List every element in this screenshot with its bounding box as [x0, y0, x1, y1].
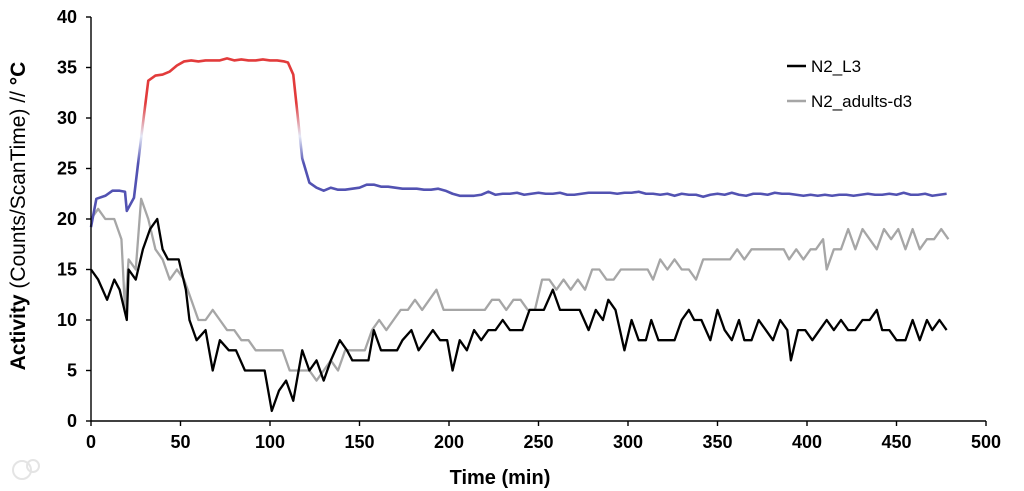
legend: N2_L3 N2_adults-d3	[787, 57, 912, 111]
x-tick-label: 250	[523, 432, 553, 452]
series-line-n2-adults-d3	[90, 197, 950, 382]
y-tick-label: 35	[57, 58, 77, 78]
x-tick-label: 200	[434, 432, 464, 452]
x-tick-label: 350	[702, 432, 732, 452]
x-tick-label: 50	[170, 432, 190, 452]
y-ticks: 0 5 10 15 20 25 30 35 40	[57, 7, 91, 431]
x-tick-label: 450	[881, 432, 911, 452]
y-tick-label: 40	[57, 7, 77, 27]
y-tick-label: 0	[67, 411, 77, 431]
legend-item-n2-adults-d3: N2_adults-d3	[787, 92, 912, 111]
series-layer	[89, 57, 950, 413]
y-axis-title-activity: Activity	[7, 294, 30, 370]
x-tick-label: 400	[792, 432, 822, 452]
x-tick-label: 100	[255, 432, 285, 452]
x-tick-label: 300	[613, 432, 643, 452]
y-tick-label: 25	[57, 159, 77, 179]
watermark-logo	[12, 459, 40, 480]
y-tick-label: 20	[57, 209, 77, 229]
y-tick-label: 15	[57, 260, 77, 280]
x-tick-label: 150	[344, 432, 374, 452]
y-tick-label: 10	[57, 310, 77, 330]
series-line-n2-l3	[90, 217, 948, 413]
y-tick-label: 5	[67, 361, 77, 381]
x-axis-title: Time (min)	[450, 467, 551, 489]
legend-item-n2-l3: N2_L3	[787, 57, 861, 76]
series-line-unlabeled	[89, 57, 947, 228]
y-axis-title-celsius: °C	[7, 62, 30, 86]
legend-label-n2-adults-d3: N2_adults-d3	[811, 92, 912, 111]
x-ticks: 0 50 100 150 200 250 300 350 400 450 500	[86, 421, 1001, 452]
y-axis-title-units: (Counts/ScanTime) //	[7, 85, 30, 294]
x-tick-label: 0	[86, 432, 96, 452]
legend-label-n2-l3: N2_L3	[811, 57, 861, 76]
y-axis-title: Activity (Counts/ScanTime) // °C	[7, 62, 30, 371]
axes	[90, 17, 986, 422]
y-tick-label: 30	[57, 108, 77, 128]
watermark-logo-icon	[12, 460, 32, 480]
watermark-logo-icon-inner	[26, 459, 40, 473]
x-tick-label: 500	[971, 432, 1001, 452]
